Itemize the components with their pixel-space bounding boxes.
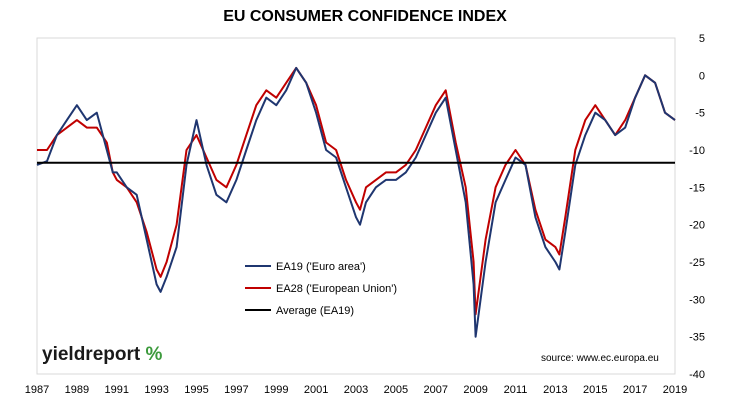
- y-tick-label: 0: [699, 70, 705, 82]
- x-tick-label: 1995: [184, 384, 208, 396]
- y-tick-label: -35: [689, 332, 705, 344]
- y-axis-tick-labels: 5 0 -5 -10 -15 -20 -25 -30 -35 -40: [689, 33, 705, 381]
- x-tick-label: 1999: [264, 384, 288, 396]
- logo-text: yieldreport: [42, 344, 141, 365]
- y-tick-label: -15: [689, 182, 705, 194]
- x-tick-label: 2007: [424, 384, 448, 396]
- legend: EA19 ('Euro area') EA28 ('European Union'…: [245, 261, 397, 317]
- y-tick-label: -40: [689, 369, 705, 381]
- source-note: source: www.ec.europa.eu: [541, 353, 659, 364]
- chart-title: EU CONSUMER CONFIDENCE INDEX: [223, 8, 507, 25]
- x-tick-label: 2009: [463, 384, 487, 396]
- legend-label-2: Average (EA19): [276, 305, 354, 317]
- yieldreport-logo: yieldreport %: [42, 344, 162, 366]
- x-tick-label: 2013: [543, 384, 567, 396]
- x-tick-label: 2001: [304, 384, 328, 396]
- y-tick-label: -30: [689, 294, 705, 306]
- x-axis-tick-labels: 1987 1989 1991 1993 1995 1997 1999 2001 2003 2005…: [25, 384, 687, 396]
- x-tick-label: 2005: [384, 384, 408, 396]
- y-tick-label: 5: [699, 33, 705, 45]
- x-tick-label: 1993: [144, 384, 168, 396]
- x-tick-label: 2015: [583, 384, 607, 396]
- y-tick-label: -5: [695, 108, 705, 120]
- x-tick-label: 1989: [65, 384, 89, 396]
- plot-frame: [36, 37, 676, 375]
- x-tick-label: 1997: [224, 384, 248, 396]
- x-tick-label: 2017: [623, 384, 647, 396]
- legend-label-1: EA28 ('European Union'): [276, 283, 397, 295]
- y-tick-label: -25: [689, 257, 705, 269]
- series-layer: [36, 66, 676, 338]
- y-tick-label: -10: [689, 145, 705, 157]
- y-tick-label: -20: [689, 220, 705, 232]
- x-tick-label: 2003: [344, 384, 368, 396]
- x-tick-label: 2011: [504, 384, 528, 396]
- series-line-0: [36, 66, 676, 338]
- x-tick-label: 1991: [105, 384, 129, 396]
- legend-label-0: EA19 ('Euro area'): [276, 261, 366, 273]
- x-tick-label: 1987: [25, 384, 49, 396]
- x-tick-label: 2019: [663, 384, 687, 396]
- logo-percent-symbol: %: [145, 344, 163, 365]
